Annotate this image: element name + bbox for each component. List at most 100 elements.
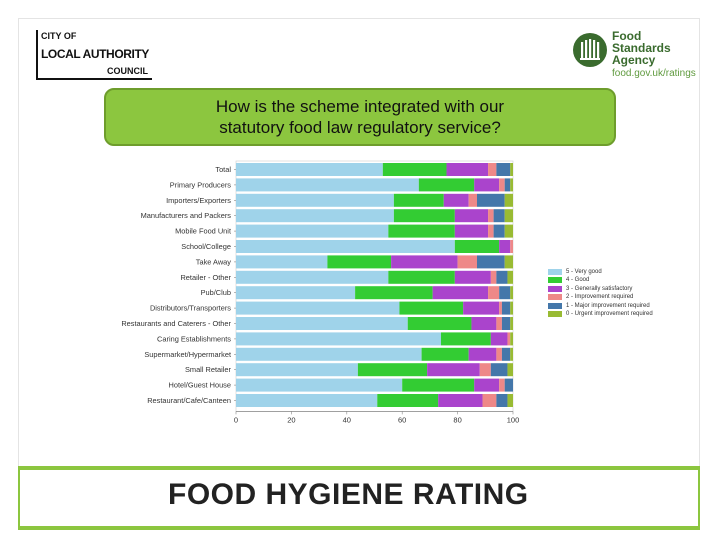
bar-segment: [496, 394, 508, 407]
bar-segment: [504, 224, 513, 238]
bar-segment: [236, 332, 441, 346]
category-label: Total: [215, 165, 231, 174]
bar-segment: [399, 301, 464, 315]
bar-segment: [507, 270, 513, 284]
bar-segment: [510, 317, 513, 330]
x-tick-label: 60: [398, 415, 406, 424]
bar-segment: [236, 317, 408, 330]
bar-segment: [463, 301, 500, 315]
footer-title: FOOD HYGIENE RATING: [168, 478, 529, 511]
bar-segment: [496, 163, 511, 176]
category-label: Manufacturers and Packers: [141, 211, 232, 220]
bar-segment: [236, 178, 419, 192]
bar-segment: [440, 332, 491, 346]
fsa-logo-line2: Standards: [612, 41, 671, 55]
bar-segment: [474, 378, 500, 392]
category-label: Importers/Exporters: [166, 196, 231, 205]
bar-segment: [507, 363, 513, 377]
bar-segment: [236, 301, 400, 315]
bar-segment: [504, 255, 513, 269]
bar-segment: [501, 301, 511, 315]
bar-segment: [388, 270, 455, 284]
legend-label: 2 - Improvement required: [566, 294, 634, 301]
category-label: School/College: [181, 242, 231, 251]
bar-segment: [488, 163, 497, 176]
bar-segment: [496, 347, 502, 361]
bar-segment: [236, 286, 356, 300]
bar-segment: [438, 394, 483, 407]
bar-segment: [236, 255, 328, 269]
category-label: Mobile Food Unit: [175, 227, 231, 236]
bar-segment: [499, 286, 511, 300]
fsa-emblem-icon: [573, 33, 607, 67]
bar-segment: [446, 163, 489, 176]
bar-segment: [501, 347, 511, 361]
legend-label: 0 - Urgent improvement required: [566, 310, 653, 317]
bar-segment: [474, 178, 500, 192]
council-logo-line1: CITY OF: [41, 31, 77, 41]
bar-segment: [357, 363, 428, 377]
bar-segment: [504, 178, 511, 192]
question-box: How is the scheme integrated with our st…: [104, 88, 616, 146]
category-label: Retailer - Other: [180, 273, 231, 282]
bar-segment: [507, 394, 513, 407]
bar-segment: [499, 378, 505, 392]
fsa-logo-line1: Food: [612, 29, 642, 43]
bar-segment: [393, 209, 455, 223]
legend-label: 4 - Good: [566, 277, 590, 284]
bar-segment: [501, 317, 511, 330]
bar-segment: [510, 301, 513, 315]
bar-segment: [482, 394, 497, 407]
category-label: Caring Establishments: [157, 334, 231, 343]
bar-segment: [504, 378, 513, 392]
x-tick-label: 100: [507, 415, 520, 424]
bar-segment: [493, 209, 505, 223]
bar-segment: [407, 317, 472, 330]
bar-segment: [443, 193, 469, 207]
category-label: Hotel/Guest House: [169, 381, 231, 390]
bar-segment: [236, 394, 378, 407]
question-line1: How is the scheme integrated with our: [215, 97, 505, 116]
bar-segment: [454, 270, 491, 284]
bar-segment: [479, 363, 491, 377]
bar-segment: [499, 240, 511, 253]
x-tick-label: 0: [234, 415, 238, 424]
bar-segment: [382, 163, 447, 176]
bar-segment: [499, 178, 505, 192]
x-tick-label: 40: [343, 415, 351, 424]
bar-segment: [236, 270, 389, 284]
bar-segment: [236, 347, 422, 361]
legend-swatch: [548, 310, 562, 317]
bar-segment: [432, 286, 489, 300]
footer-inner: [20, 470, 698, 526]
bar-segment: [427, 363, 480, 377]
category-label: Restaurants and Caterers - Other: [121, 319, 231, 328]
bar-segment: [236, 193, 394, 207]
x-tick-label: 80: [453, 415, 461, 424]
bar-segment: [510, 178, 513, 192]
x-tick-label: 20: [287, 415, 295, 424]
category-label: Supermarket/Hypermarket: [144, 350, 231, 359]
category-label: Small Retailer: [185, 365, 232, 374]
bar-segment: [236, 209, 394, 223]
question-line2: statutory food law regulatory service?: [219, 118, 501, 137]
bar-segment: [236, 224, 389, 238]
category-label: Restaurant/Cafe/Canteen: [147, 396, 231, 405]
bar-segment: [510, 240, 513, 253]
bar-segment: [476, 193, 505, 207]
bar-segment: [504, 209, 513, 223]
bar-segment: [496, 317, 502, 330]
bar-segment: [488, 286, 500, 300]
bar-segment: [488, 209, 494, 223]
category-label: Pub/Club: [201, 288, 231, 297]
bar-segment: [457, 255, 477, 269]
bar-segment: [507, 332, 511, 346]
bar-segment: [510, 332, 513, 346]
bar-segment: [236, 163, 383, 176]
fsa-logo-line3: Agency: [612, 53, 656, 67]
bar-segment: [490, 363, 508, 377]
bar-segment: [510, 163, 513, 176]
bar-segment: [421, 347, 469, 361]
legend-label: 3 - Generally satisfactory: [566, 285, 633, 292]
